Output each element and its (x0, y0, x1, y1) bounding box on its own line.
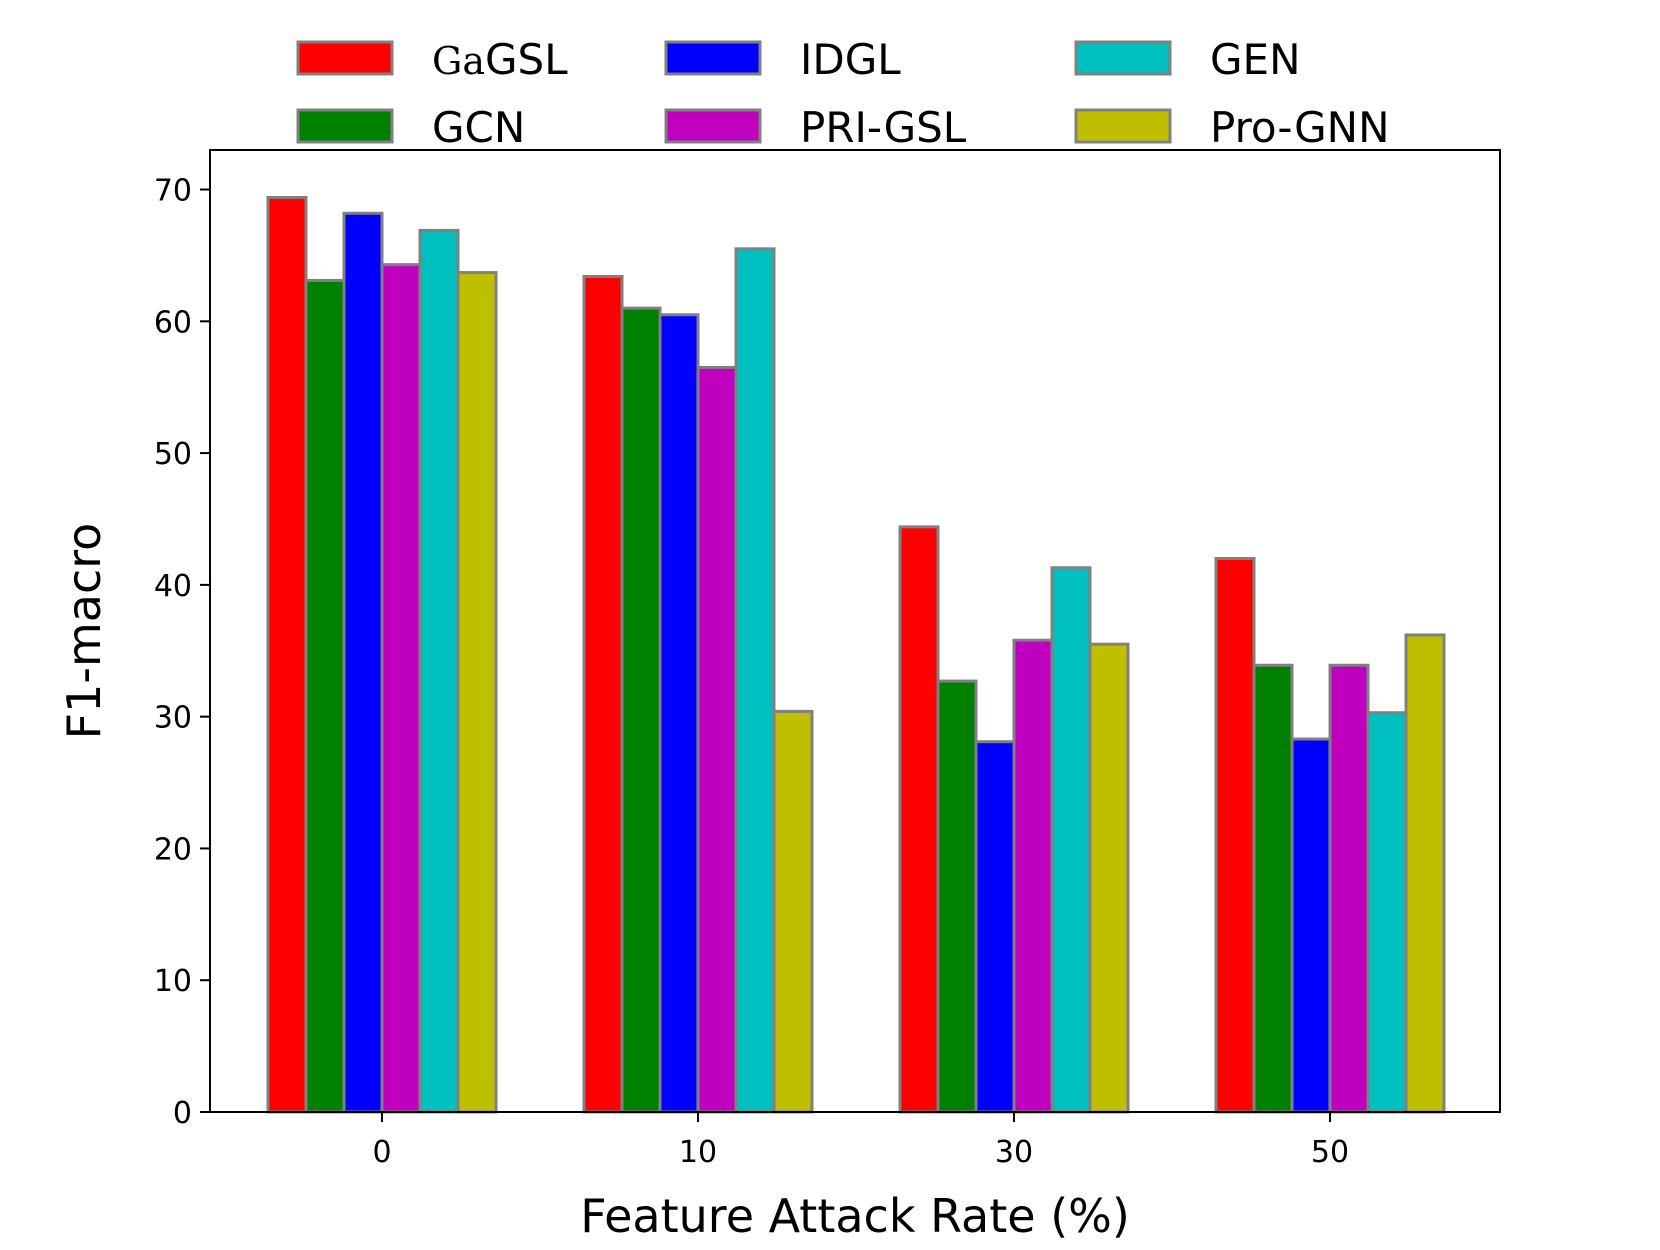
legend-swatch-idgl (664, 40, 762, 76)
bar-gen-0 (418, 228, 460, 1114)
legend-label-gcn: GCN (432, 103, 525, 152)
bar-idgl-10 (658, 313, 700, 1114)
bar-pro-gnn-10 (772, 709, 814, 1114)
x-tick-label: 50 (1311, 1135, 1349, 1170)
bar-gagsl-30 (898, 525, 940, 1114)
bar-pri-gsl-50 (1328, 663, 1370, 1114)
legend-label-gen: GEN (1210, 35, 1301, 84)
y-tick-label: 20 (154, 832, 192, 867)
bar-pro-gnn-0 (456, 271, 498, 1114)
bar-idgl-0 (342, 211, 384, 1114)
legend-label-gagsl: GaGSL (432, 35, 568, 84)
y-tick-label: 50 (154, 437, 192, 472)
bar-gagsl-0 (266, 195, 308, 1114)
y-tick-label: 70 (154, 174, 192, 209)
y-tick-label: 10 (154, 964, 192, 999)
bar-pri-gsl-30 (1012, 638, 1054, 1114)
bar-pro-gnn-30 (1088, 642, 1130, 1114)
bar-idgl-30 (974, 740, 1016, 1114)
legend-swatch-gen (1074, 40, 1172, 76)
legend: GaGSL GCN IDGL PRI-GSL GEN Pro-GNN (296, 35, 1389, 152)
bar-gen-10 (734, 247, 776, 1114)
legend-swatch-pro-gnn (1074, 108, 1172, 144)
bar-idgl-50 (1290, 737, 1332, 1114)
plot-frame (209, 149, 1501, 1113)
bars-layer (266, 195, 1446, 1114)
bar-pro-gnn-50 (1404, 633, 1446, 1114)
y-tick-label: 30 (154, 701, 192, 736)
legend-label-pri-gsl: PRI-GSL (800, 103, 967, 152)
legend-swatch-gagsl (296, 40, 394, 76)
legend-label-pro-gnn: Pro-GNN (1210, 103, 1389, 152)
x-tick-label: 0 (372, 1135, 391, 1170)
y-axis-title: F1-macro (57, 523, 111, 740)
bar-pri-gsl-0 (380, 263, 422, 1114)
x-tick-label: 10 (679, 1135, 717, 1170)
bar-gcn-0 (304, 278, 346, 1114)
bar-gcn-10 (620, 306, 662, 1114)
x-tick-label: 30 (995, 1135, 1033, 1170)
bar-gcn-50 (1252, 663, 1294, 1114)
y-tick-label: 60 (154, 305, 192, 340)
x-axis: 0 10 30 50 (372, 1112, 1349, 1170)
y-axis: 0 10 20 30 40 50 60 70 (154, 174, 210, 1131)
bar-gagsl-50 (1214, 557, 1256, 1114)
bar-pri-gsl-10 (696, 365, 738, 1114)
bar-gen-30 (1050, 566, 1092, 1114)
legend-swatch-pri-gsl (664, 108, 762, 144)
bar-gen-50 (1366, 711, 1408, 1114)
bar-gagsl-10 (582, 275, 624, 1114)
x-axis-title: Feature Attack Rate (%) (580, 1189, 1130, 1243)
legend-label-idgl: IDGL (800, 35, 901, 84)
y-tick-label: 40 (154, 569, 192, 604)
y-tick-label: 0 (173, 1096, 192, 1131)
legend-swatch-gcn (296, 108, 394, 144)
bar-gcn-30 (936, 679, 978, 1114)
